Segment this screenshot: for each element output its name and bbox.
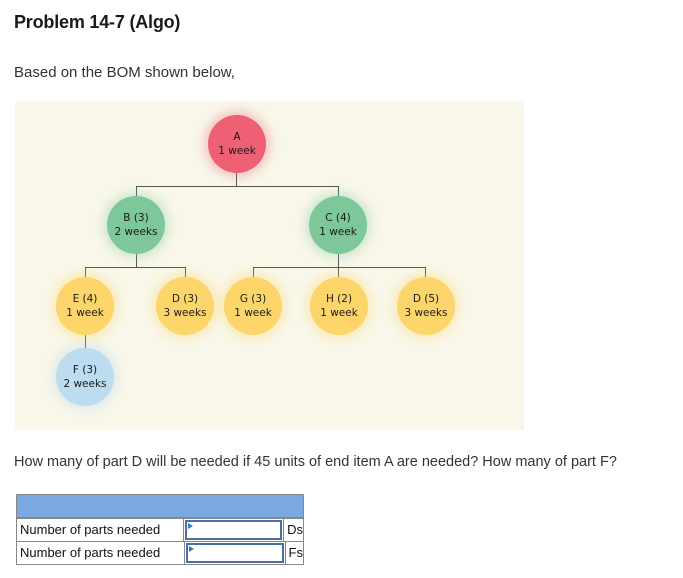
node-label: D (5) (412, 293, 440, 305)
bom-node-a: A 1 week (208, 115, 266, 173)
node-lead-time: 1 week (319, 226, 357, 238)
bom-node-d-under-b: D (3) 3 weeks (156, 277, 214, 335)
connector (425, 267, 426, 277)
node-lead-time: 1 week (320, 307, 358, 319)
bom-node-b: B (3) 2 weeks (107, 196, 165, 254)
connector (85, 267, 185, 268)
problem-title: Problem 14-7 (Algo) (14, 12, 181, 32)
node-label: C (4) (325, 212, 351, 224)
node-lead-time: 3 weeks (404, 307, 448, 319)
node-lead-time: 2 weeks (63, 378, 107, 390)
intro-text: Based on the BOM shown below, (14, 64, 235, 81)
connector (85, 267, 86, 277)
node-label: B (3) (123, 212, 149, 224)
connector (253, 267, 426, 268)
row-label: Number of parts needed (17, 542, 185, 564)
connector (136, 186, 137, 196)
node-label: H (2) (325, 293, 353, 305)
node-label: A (233, 131, 241, 143)
connector (85, 334, 86, 348)
answer-table-header (17, 495, 303, 518)
parts-f-input[interactable] (185, 543, 284, 563)
bom-node-h: H (2) 1 week (310, 277, 368, 335)
bom-node-e: E (4) 1 week (56, 277, 114, 335)
node-label: F (3) (72, 364, 98, 376)
answer-row-f: Number of parts needed Fs (17, 541, 303, 564)
connector (253, 267, 254, 277)
node-lead-time: 1 week (234, 307, 272, 319)
bom-node-g: G (3) 1 week (224, 277, 282, 335)
connector (236, 173, 237, 186)
connector (185, 267, 186, 277)
node-lead-time: 2 weeks (114, 226, 158, 238)
row-unit: Ds (283, 519, 303, 541)
input-marker-icon (188, 546, 194, 552)
node-label: D (3) (171, 293, 199, 305)
row-label: Number of parts needed (17, 519, 184, 541)
bom-node-f: F (3) 2 weeks (56, 348, 114, 406)
node-lead-time: 3 weeks (163, 307, 207, 319)
connector (136, 253, 137, 267)
node-label: G (3) (239, 293, 267, 305)
parts-d-input[interactable] (184, 520, 283, 540)
question-text: How many of part D will be needed if 45 … (14, 454, 617, 470)
node-lead-time: 1 week (66, 307, 104, 319)
input-marker-icon (187, 523, 193, 529)
node-lead-time: 1 week (218, 145, 256, 157)
answer-row-d: Number of parts needed Ds (17, 518, 303, 541)
connector (338, 253, 339, 277)
connector (136, 186, 338, 187)
node-label: E (4) (72, 293, 98, 305)
row-unit: Fs (284, 542, 303, 564)
connector (338, 186, 339, 196)
bom-node-c: C (4) 1 week (309, 196, 367, 254)
bom-node-d-under-c: D (5) 3 weeks (397, 277, 455, 335)
bom-diagram: A 1 week B (3) 2 weeks C (4) 1 week E (4… (15, 101, 524, 430)
answer-table: Number of parts needed Ds Number of part… (16, 494, 304, 565)
